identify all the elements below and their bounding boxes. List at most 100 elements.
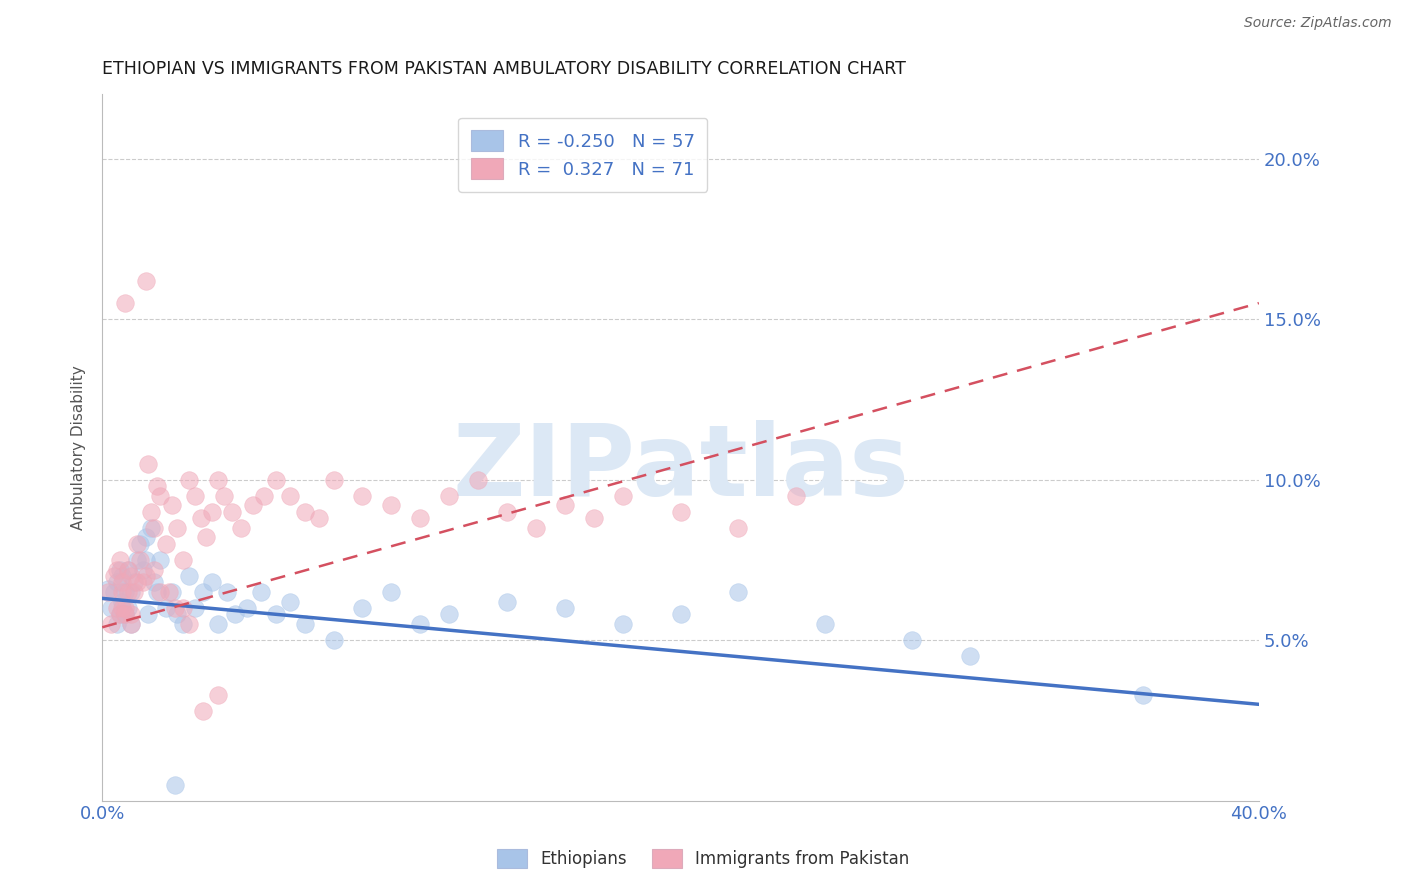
Point (111, 569, 134, 583)
Point (612, 617, 634, 632)
Point (195, 530, 218, 544)
Point (184, 601, 207, 615)
Point (160, 585, 183, 599)
Point (163, 778, 186, 792)
Point (160, 498, 183, 512)
Point (141, 521, 163, 535)
Point (201, 505, 224, 519)
Point (135, 530, 157, 544)
Point (163, 601, 186, 615)
Point (727, 585, 749, 599)
Text: Source: ZipAtlas.com: Source: ZipAtlas.com (1244, 16, 1392, 29)
Point (166, 607, 188, 622)
Point (122, 585, 145, 599)
Point (582, 511, 605, 525)
Point (253, 489, 276, 503)
Point (120, 607, 142, 622)
Legend: R = -0.250   N = 57, R =  0.327   N = 71: R = -0.250 N = 57, R = 0.327 N = 71 (458, 118, 707, 192)
Point (177, 617, 200, 632)
Point (308, 511, 330, 525)
Point (117, 601, 139, 615)
Point (669, 607, 692, 622)
Point (146, 479, 169, 493)
Point (177, 473, 200, 487)
Point (437, 607, 460, 622)
Point (117, 562, 139, 576)
Point (229, 521, 252, 535)
Point (207, 688, 229, 702)
Point (207, 617, 229, 632)
Point (120, 617, 142, 632)
Point (207, 473, 229, 487)
Point (97, 585, 120, 599)
Point (114, 585, 136, 599)
Point (108, 607, 131, 622)
Text: ZIPatlas: ZIPatlas (453, 420, 908, 517)
Y-axis label: Ambulatory Disability: Ambulatory Disability (72, 365, 86, 530)
Point (727, 521, 749, 535)
Point (409, 617, 432, 632)
Point (264, 473, 287, 487)
Point (1132, 688, 1154, 702)
Point (125, 553, 148, 567)
Point (103, 585, 125, 599)
Point (496, 505, 519, 519)
Point (294, 505, 316, 519)
Point (814, 617, 837, 632)
Point (105, 562, 128, 576)
Text: ETHIOPIAN VS IMMIGRANTS FROM PAKISTAN AMBULATORY DISABILITY CORRELATION CHART: ETHIOPIAN VS IMMIGRANTS FROM PAKISTAN AM… (103, 60, 905, 78)
Point (117, 562, 139, 576)
Point (437, 489, 460, 503)
Point (128, 537, 150, 551)
Point (111, 585, 134, 599)
Point (172, 553, 194, 567)
Point (120, 585, 142, 599)
Point (278, 594, 301, 608)
Point (352, 601, 374, 615)
Point (184, 489, 207, 503)
Point (224, 607, 246, 622)
Point (409, 511, 432, 525)
Point (201, 575, 224, 590)
Point (294, 617, 316, 632)
Point (221, 505, 243, 519)
Point (103, 569, 125, 583)
Point (612, 489, 634, 503)
Point (111, 601, 134, 615)
Point (157, 585, 180, 599)
Point (105, 575, 128, 590)
Point (146, 585, 169, 599)
Point (143, 521, 166, 535)
Point (108, 562, 131, 576)
Point (785, 489, 807, 503)
Point (117, 585, 139, 599)
Point (149, 489, 172, 503)
Point (166, 521, 188, 535)
Point (155, 537, 177, 551)
Point (264, 607, 287, 622)
Point (242, 498, 264, 512)
Point (669, 505, 692, 519)
Point (111, 594, 134, 608)
Point (108, 553, 131, 567)
Point (149, 585, 172, 599)
Point (172, 601, 194, 615)
Point (193, 704, 215, 718)
Point (135, 274, 157, 288)
Point (524, 521, 547, 535)
Point (97, 582, 120, 596)
Legend: Ethiopians, Immigrants from Pakistan: Ethiopians, Immigrants from Pakistan (491, 842, 915, 875)
Point (120, 569, 142, 583)
Point (380, 498, 402, 512)
Point (554, 498, 576, 512)
Point (114, 601, 136, 615)
Point (155, 601, 177, 615)
Point (250, 585, 273, 599)
Point (141, 505, 163, 519)
Point (149, 553, 172, 567)
Point (122, 575, 145, 590)
Point (236, 601, 259, 615)
Point (114, 607, 136, 622)
Point (131, 575, 153, 590)
Point (380, 585, 402, 599)
